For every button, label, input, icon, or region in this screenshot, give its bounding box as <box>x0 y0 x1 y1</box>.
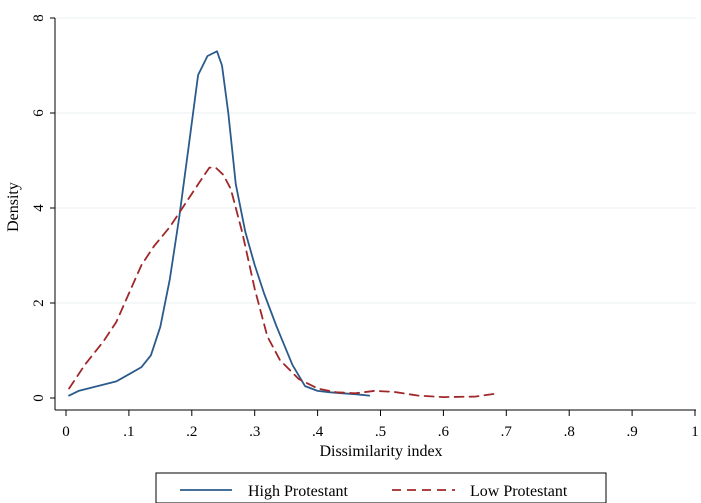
legend-box <box>155 472 607 503</box>
x-ticks: 0 .1 .2 .3 .4 .5 .6 .7 .8 .9 1 <box>62 410 699 440</box>
x-tick-label: .3 <box>249 424 260 440</box>
y-tick-label: 4 <box>31 204 47 212</box>
x-axis-title: Dissimilarity index <box>319 443 442 460</box>
series-lines <box>68 50 500 399</box>
gridlines <box>56 17 696 304</box>
x-tick-label: 0 <box>62 424 70 440</box>
x-tick-label: 1 <box>691 424 699 440</box>
series-line-low-protestant <box>68 166 500 399</box>
x-tick-label: .4 <box>312 424 324 440</box>
x-tick-label: .7 <box>501 424 513 440</box>
y-ticks: 0 2 4 6 8 <box>31 14 55 402</box>
y-tick-label: 2 <box>31 299 47 307</box>
x-tick-label: .2 <box>186 424 197 440</box>
x-tick-label: .1 <box>123 424 134 440</box>
legend-label-high-protestant: High Protestant <box>248 483 349 500</box>
x-tick-label: .8 <box>564 424 575 440</box>
axes <box>54 18 696 411</box>
series-line-high-protestant <box>68 50 371 397</box>
legend: High Protestant Low Protestant <box>155 472 607 503</box>
y-tick-label: 6 <box>31 109 47 117</box>
legend-label-low-protestant: Low Protestant <box>470 483 568 500</box>
y-tick-label: 0 <box>31 394 47 402</box>
x-tick-label: .6 <box>438 424 450 440</box>
x-tick-label: .5 <box>375 424 386 440</box>
y-tick-label: 8 <box>31 14 47 22</box>
y-axis-title: Density <box>5 182 22 232</box>
x-tick-label: .9 <box>626 424 637 440</box>
